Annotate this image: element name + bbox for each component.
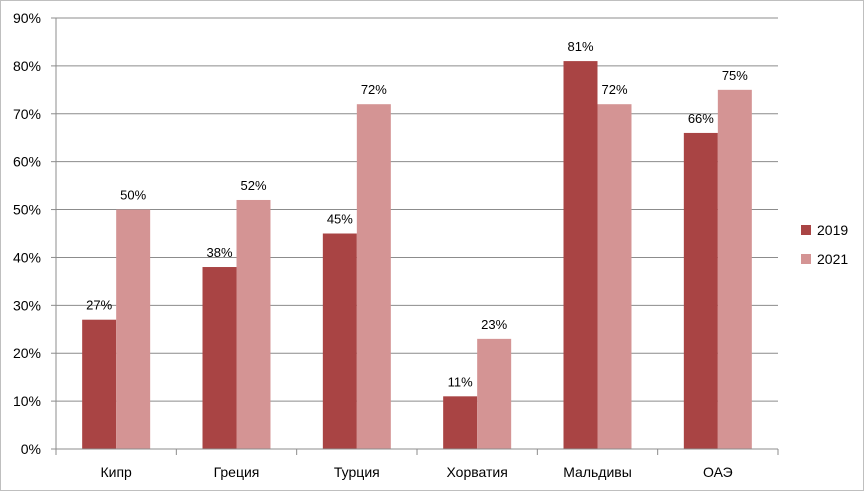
x-tick-label: Хорватия	[447, 464, 508, 480]
data-label-2019: 38%	[206, 245, 232, 260]
bar-2019	[443, 396, 478, 449]
bar-2021	[236, 199, 271, 449]
data-label-2021: 75%	[722, 68, 748, 83]
y-tick-label: 70%	[13, 106, 41, 122]
axes	[51, 17, 779, 455]
x-tick-label: ОАЭ	[703, 464, 733, 480]
y-tick-label: 0%	[21, 441, 41, 457]
bar-2021	[477, 338, 512, 449]
bar-2019	[322, 233, 357, 449]
x-tick-label: Кипр	[100, 464, 132, 480]
legend-swatch-2021	[801, 254, 811, 264]
bar-2019	[82, 319, 117, 449]
data-label-2021: 72%	[361, 82, 387, 97]
data-labels: 27% 38% 45% 11% 81% 66% 50% 52% 72% 23% 72% 75%	[86, 39, 748, 389]
data-label-2021: 50%	[120, 188, 146, 203]
data-label-2021: 72%	[601, 82, 627, 97]
gridlines	[56, 17, 778, 402]
legend-label: 2021	[817, 251, 848, 267]
x-tick-label: Греция	[214, 464, 260, 480]
y-tick-label: 60%	[13, 154, 41, 170]
y-tick-label: 40%	[13, 249, 41, 265]
y-tick-label: 30%	[13, 297, 41, 313]
legend-label: 2019	[817, 222, 848, 238]
bar-2021	[597, 104, 632, 449]
bars	[82, 61, 752, 449]
x-axis-tick-labels: Кипр Греция Турция Хорватия Мальдивы ОАЭ	[100, 464, 732, 480]
bar-2021	[356, 104, 391, 449]
bar-2019	[563, 61, 598, 449]
bar-2019	[202, 267, 237, 449]
y-tick-label: 20%	[13, 345, 41, 361]
x-tick-label: Турция	[334, 464, 380, 480]
data-label-2019: 66%	[688, 111, 714, 126]
data-label-2019: 45%	[327, 212, 353, 227]
y-axis-tick-labels: 0% 10% 20% 30% 40% 50% 60% 70% 80% 90%	[13, 10, 41, 457]
bar-2019	[683, 132, 718, 449]
y-tick-label: 90%	[13, 10, 41, 26]
data-label-2019: 81%	[567, 39, 593, 54]
data-label-2019: 27%	[86, 298, 112, 313]
y-tick-label: 10%	[13, 393, 41, 409]
legend-swatch-2019	[801, 225, 811, 235]
y-tick-label: 50%	[13, 202, 41, 218]
bar-2021	[116, 209, 151, 449]
x-tick-label: Мальдивы	[563, 464, 632, 480]
data-label-2021: 23%	[481, 317, 507, 332]
legend: 2019 2021	[801, 222, 848, 267]
y-tick-label: 80%	[13, 58, 41, 74]
data-label-2021: 52%	[240, 178, 266, 193]
data-label-2019: 11%	[448, 374, 473, 389]
bar-2021	[717, 89, 752, 449]
